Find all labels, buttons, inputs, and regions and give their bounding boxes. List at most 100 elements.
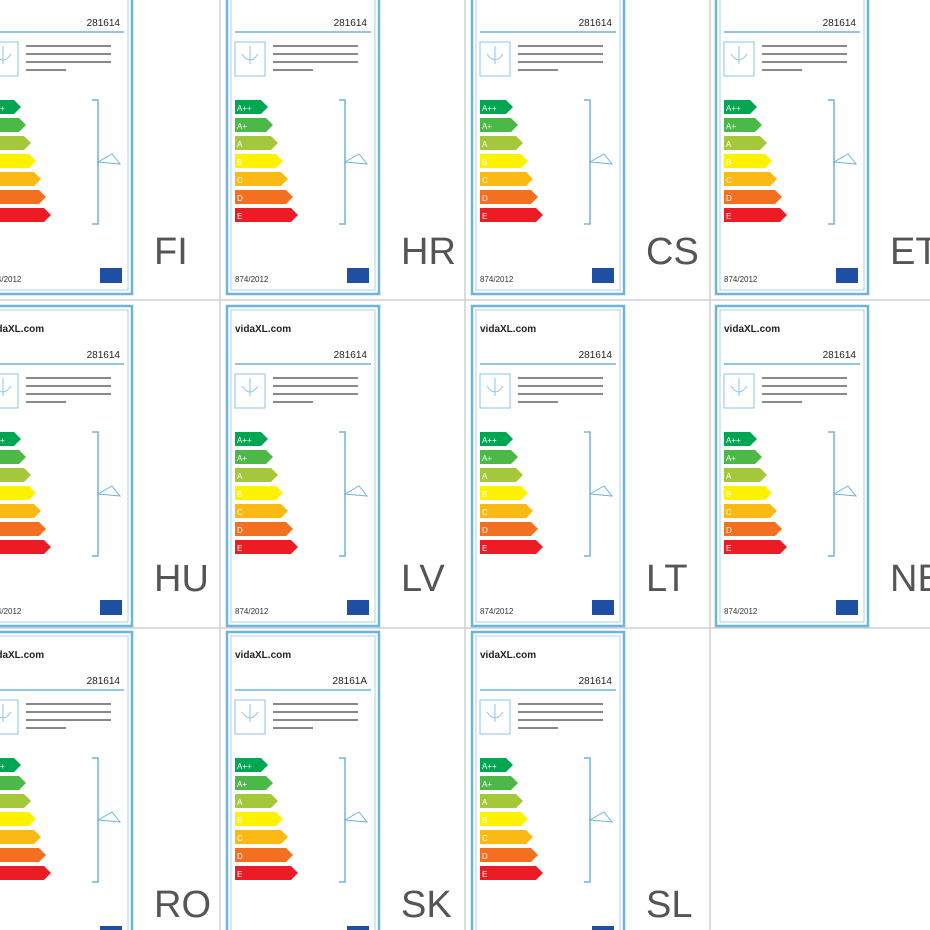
energy-bar (0, 540, 51, 554)
energy-bar (480, 190, 538, 204)
bulb-icon (588, 811, 614, 823)
brand-logo: vidaXL.com (0, 324, 44, 335)
energy-bar (235, 208, 298, 222)
energy-class: D (482, 194, 488, 203)
energy-class: E (237, 870, 242, 879)
energy-bar (480, 794, 523, 808)
energy-class: A++ (0, 104, 5, 113)
energy-bar (724, 468, 767, 482)
energy-bar (0, 522, 46, 536)
energy-class: B (237, 158, 242, 167)
energy-class: A+ (482, 122, 492, 131)
regulation: 874/2012 (724, 275, 758, 284)
brand-logo: vidaXL.com (480, 0, 536, 3)
energy-bar (0, 486, 36, 500)
energy-bar (724, 522, 782, 536)
regulation: 874/2012 (235, 275, 269, 284)
lamp-icon (241, 46, 259, 64)
energy-bar (480, 432, 513, 446)
energy-bar (235, 522, 293, 536)
energy-bar (235, 118, 273, 132)
energy-bar (480, 468, 523, 482)
language-code: LV (401, 558, 445, 600)
energy-bar (235, 504, 288, 518)
model-number: 281614 (87, 676, 121, 687)
lamp-icon (486, 46, 504, 64)
energy-class: A (726, 140, 732, 149)
energy-class: A++ (726, 104, 741, 113)
energy-class: D (482, 852, 488, 861)
eu-flag (592, 268, 614, 283)
energy-bar (0, 504, 41, 518)
energy-class: C (237, 176, 243, 185)
language-code: LT (646, 558, 688, 600)
energy-class: A+ (726, 454, 736, 463)
label-card (470, 304, 626, 628)
model-number: 281614 (87, 18, 121, 29)
energy-class: A++ (726, 436, 741, 445)
energy-bar (235, 866, 298, 880)
label-inner (475, 309, 621, 623)
language-code: ET (890, 231, 930, 273)
energy-bar (724, 432, 757, 446)
language-code: FI (154, 231, 188, 273)
energy-class: B (482, 158, 487, 167)
brand-logo: vidaXL.com (235, 0, 291, 3)
regulation: 874/2012 (724, 607, 758, 616)
label-inner (719, 309, 865, 623)
language-code: HR (401, 231, 456, 273)
lamp-icon (730, 46, 748, 64)
energy-bar (724, 154, 772, 168)
energy-bar (480, 450, 518, 464)
energy-bar (480, 504, 533, 518)
energy-bar (724, 136, 767, 150)
energy-bar (724, 190, 782, 204)
language-code: HU (154, 558, 209, 600)
energy-class: C (482, 176, 488, 185)
label-inner (230, 0, 376, 291)
energy-class: A+ (237, 780, 247, 789)
energy-class: B (237, 816, 242, 825)
energy-class: E (726, 212, 731, 221)
energy-bar (0, 468, 31, 482)
energy-class: E (482, 212, 487, 221)
bulb-icon (343, 485, 369, 497)
brand-logo: vidaXL.com (480, 650, 536, 661)
energy-class: A (482, 798, 488, 807)
lamp-icon (730, 378, 748, 396)
bulb-icon (343, 153, 369, 165)
model-number: 281614 (334, 18, 368, 29)
lamp-icon-box (0, 699, 19, 735)
energy-bar (0, 866, 51, 880)
bulb-icon (96, 153, 122, 165)
energy-class: E (726, 544, 731, 553)
energy-bar (480, 100, 513, 114)
lamp-icon (486, 704, 504, 722)
label-inner (719, 0, 865, 291)
label-inner (0, 309, 129, 623)
label-inner (475, 0, 621, 291)
energy-class: A+ (482, 454, 492, 463)
energy-bar (0, 794, 31, 808)
lamp-icon-box (0, 373, 19, 409)
bulb-icon (832, 485, 858, 497)
energy-class: A++ (0, 436, 5, 445)
energy-class: D (726, 194, 732, 203)
energy-class: B (482, 490, 487, 499)
eu-flag (347, 926, 369, 930)
energy-bar (480, 540, 543, 554)
energy-bar (480, 118, 518, 132)
energy-bar (724, 100, 757, 114)
energy-bar (480, 776, 518, 790)
energy-class: A (237, 798, 243, 807)
energy-bar (480, 208, 543, 222)
energy-bar (0, 154, 36, 168)
energy-class: A++ (0, 762, 5, 771)
energy-bar (480, 154, 528, 168)
